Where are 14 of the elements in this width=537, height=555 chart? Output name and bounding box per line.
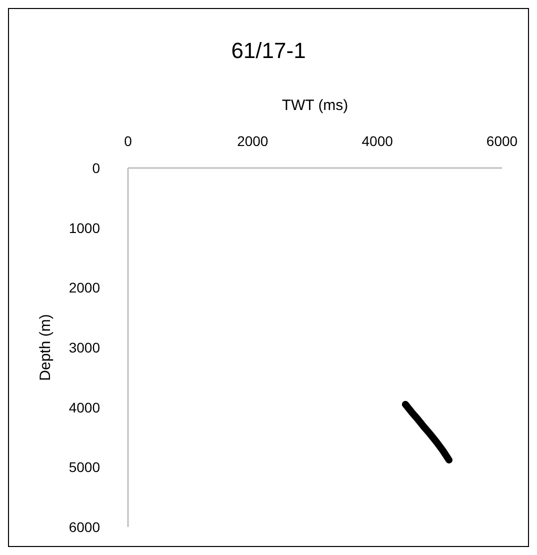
- y-tick-label: 3000: [68, 340, 100, 356]
- x-axis-title: TWT (ms): [282, 97, 348, 114]
- y-tick-label: 0: [92, 160, 100, 176]
- y-tick-label: 2000: [68, 280, 100, 296]
- x-tick-label: 2000: [237, 133, 268, 149]
- x-tick-label: 0: [124, 133, 132, 149]
- y-tick-label: 1000: [68, 220, 100, 236]
- y-axis-title: Depth (m): [37, 314, 54, 381]
- x-tick-label: 6000: [486, 133, 518, 149]
- chart-title: 61/17-1: [231, 38, 306, 63]
- y-tick-label: 4000: [68, 399, 100, 416]
- x-tick-label: 4000: [362, 133, 394, 149]
- y-tick-label: 6000: [68, 519, 100, 535]
- y-tick-label: 5000: [68, 459, 100, 476]
